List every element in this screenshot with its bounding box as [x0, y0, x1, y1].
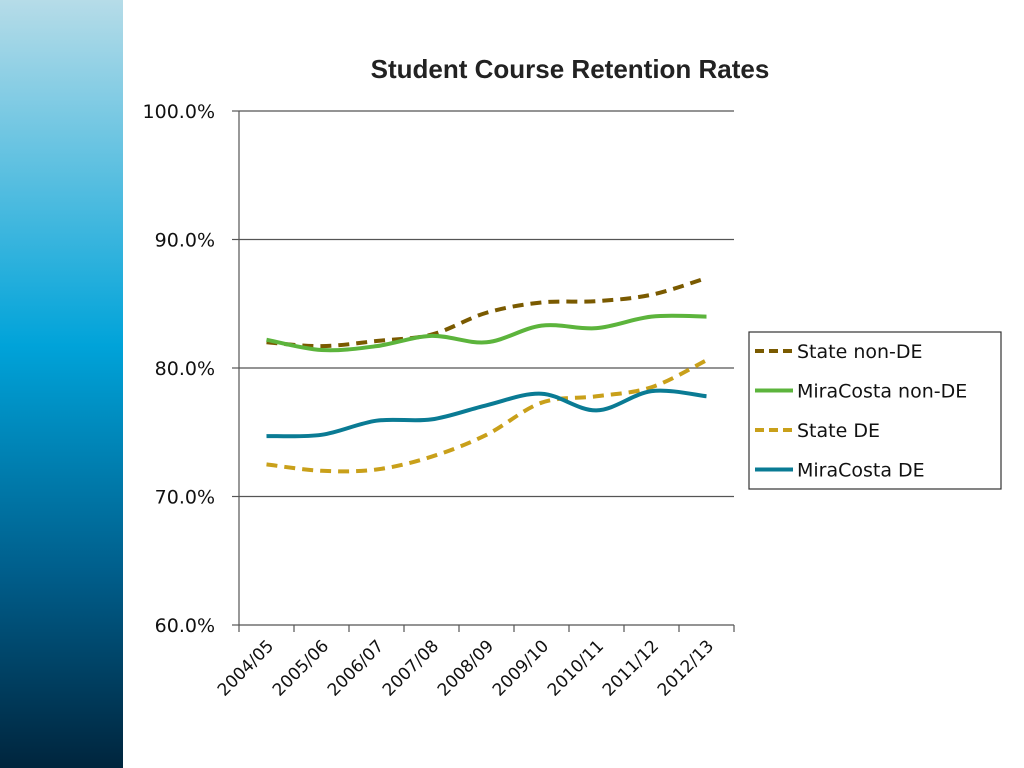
y-tick-label: 100.0% [143, 101, 215, 123]
series-line-miracosta-non-de [266, 313, 707, 353]
legend-label: State non-DE [797, 341, 923, 363]
x-tick-label: 2006/07 [324, 636, 388, 700]
x-tick-label: 2010/11 [544, 636, 608, 700]
series-line-state-non-de [266, 276, 708, 349]
x-tick-label: 2007/08 [379, 636, 443, 700]
legend-label: MiraCosta DE [797, 460, 925, 482]
series-line-miracosta-de [266, 388, 707, 439]
legend: State non-DE MiraCosta non-DE State DE Mira… [748, 331, 1002, 490]
x-tick-label: 2009/10 [489, 636, 553, 700]
x-axis-ticks: 2004/052005/062006/072007/082008/092009/… [214, 625, 735, 700]
gridlines [239, 110, 734, 498]
chart-title: Student Course Retention Rates [371, 54, 770, 84]
y-tick-label: 90.0% [155, 230, 215, 252]
series-line-state-de [266, 358, 708, 474]
x-tick-label: 2011/12 [599, 636, 663, 700]
series-lines [266, 276, 708, 474]
y-axis-ticks: 60.0% 70.0% 80.0% 90.0% 100.0% [143, 101, 239, 637]
x-tick-label: 2008/09 [434, 636, 498, 700]
legend-box [748, 331, 1002, 490]
x-tick-label: 2012/13 [654, 636, 718, 700]
legend-label: State DE [797, 420, 880, 442]
decorative-side-gradient [0, 0, 123, 768]
y-tick-label: 80.0% [155, 358, 215, 380]
legend-label: MiraCosta non-DE [797, 381, 967, 403]
x-tick-label: 2004/05 [214, 636, 278, 700]
x-tick-label: 2005/06 [269, 636, 333, 700]
y-tick-label: 60.0% [155, 615, 215, 637]
y-tick-label: 70.0% [155, 487, 215, 509]
